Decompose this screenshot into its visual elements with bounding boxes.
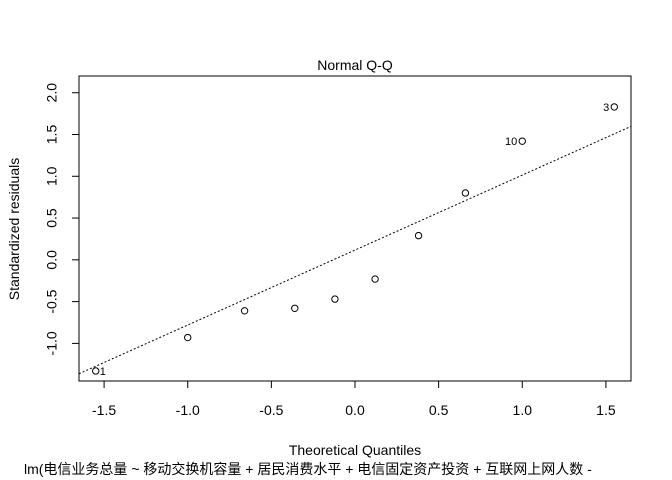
y-tick-label: 1.0	[44, 166, 60, 186]
x-axis: -1.5 -1.0 -0.5 0.0 0.5 1.0 1.5	[92, 380, 616, 418]
x-tick-label: 1.5	[596, 402, 616, 418]
data-point	[331, 295, 339, 303]
x-tick-label: 0.5	[429, 402, 449, 418]
y-tick-label: -1.0	[44, 331, 60, 355]
y-tick-label: 0.5	[44, 208, 60, 228]
x-tick-label: -0.5	[259, 402, 283, 418]
data-point	[240, 307, 249, 315]
y-axis: -1.0 -0.5 0.0 0.5 1.0 1.5 2.0	[44, 83, 80, 355]
plot-frame	[78, 75, 632, 382]
chart-title: Normal Q-Q	[317, 57, 393, 73]
point-label: 10	[505, 136, 517, 148]
data-point	[371, 275, 379, 283]
data-point	[518, 137, 526, 145]
x-tick-label: 1.0	[513, 402, 533, 418]
x-tick-label: -1.0	[176, 402, 200, 418]
x-axis-label: Theoretical Quantiles	[289, 442, 421, 458]
data-point	[291, 304, 299, 313]
reference-line	[78, 125, 632, 375]
data-point	[414, 231, 423, 240]
y-tick-label: -0.5	[44, 289, 60, 313]
point-label: 1	[100, 366, 106, 378]
data-point	[461, 189, 470, 197]
data-point	[610, 103, 618, 111]
data-point	[92, 367, 100, 375]
point-label: 3	[603, 102, 609, 114]
data-points: 1 10 3	[92, 102, 618, 378]
x-tick-label: 0.0	[345, 402, 365, 418]
x-tick-label: -1.5	[92, 402, 116, 418]
y-axis-label: Standardized residuals	[6, 158, 22, 300]
model-caption: lm(电信业务总量 ~ 移动交换机容量 + 居民消费水平 + 电信固定资产投资 …	[24, 461, 592, 477]
data-point	[184, 333, 192, 342]
y-tick-label: 0.0	[44, 250, 60, 270]
y-tick-label: 1.5	[44, 125, 60, 145]
y-tick-label: 2.0	[44, 83, 60, 103]
